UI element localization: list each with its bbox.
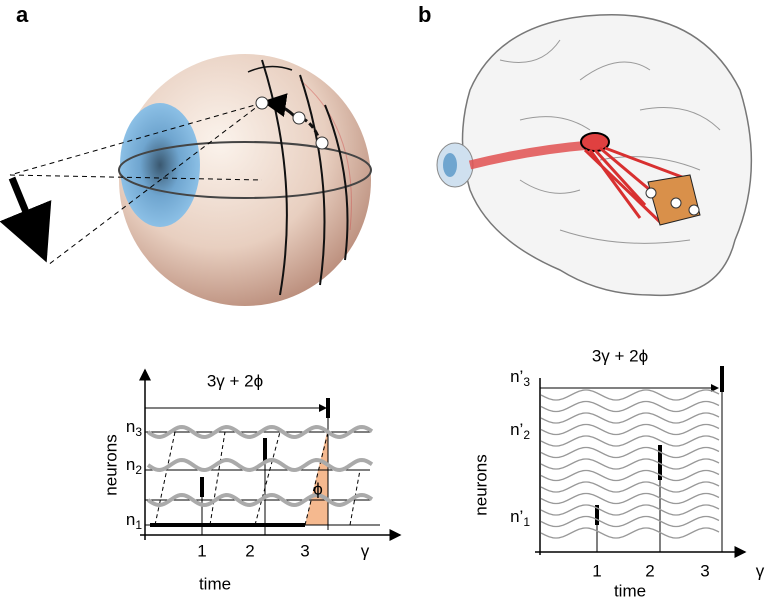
wave xyxy=(541,494,719,504)
neuron-label: n2 xyxy=(126,455,142,477)
panel-label: b xyxy=(418,2,431,27)
neuron-label: n’1 xyxy=(510,507,530,529)
x-tick-label: 1 xyxy=(197,541,206,560)
x-tick-label: 2 xyxy=(645,561,654,580)
wave xyxy=(541,436,719,446)
plot-b xyxy=(535,366,745,555)
neuron-subscript: 3 xyxy=(523,375,530,389)
y-axis-label: neurons xyxy=(101,434,120,495)
wave xyxy=(541,402,719,412)
neuron-base: n xyxy=(126,510,135,529)
neuron-label: n’2 xyxy=(510,420,530,442)
wave xyxy=(541,482,719,492)
wave xyxy=(541,425,719,435)
x-axis-label: time xyxy=(614,581,646,600)
x-tick-label: 1 xyxy=(592,561,601,580)
neuron-base: n’ xyxy=(510,507,523,526)
neuron-base: n xyxy=(126,417,135,436)
eye-illustration xyxy=(10,54,371,306)
neuron-subscript: 1 xyxy=(135,518,142,532)
neuron-base: n’ xyxy=(510,420,523,439)
x-tick-label: γ xyxy=(361,541,370,560)
wave xyxy=(541,413,719,423)
wave xyxy=(541,390,719,400)
wave xyxy=(541,517,719,527)
phase-label: ϕ xyxy=(313,479,323,498)
span-label: 3γ + 2ϕ xyxy=(592,346,648,365)
brain-illustration xyxy=(437,15,751,296)
wave xyxy=(541,505,719,515)
figure: a b 3γ + 2ϕ time neurons ϕ 3γ + 2ϕ time xyxy=(0,0,767,603)
neuron-label: n’3 xyxy=(510,367,530,389)
neuron-base: n xyxy=(126,455,135,474)
neuron-base: n’ xyxy=(510,367,523,386)
y-axis-label: neurons xyxy=(471,454,490,515)
neuron-label: n3 xyxy=(126,417,142,439)
neuron-label: n1 xyxy=(126,510,142,532)
wave xyxy=(541,448,719,458)
neuron-subscript: 3 xyxy=(135,425,142,439)
x-tick-label: 2 xyxy=(245,541,254,560)
plot-a xyxy=(140,370,400,540)
neuron-subscript: 2 xyxy=(135,463,142,477)
wave xyxy=(541,459,719,469)
wave xyxy=(148,460,372,470)
x-axis-label: time xyxy=(199,574,231,593)
wave xyxy=(541,528,719,538)
x-tick-label: γ xyxy=(756,561,765,580)
x-tick-label: 3 xyxy=(300,541,309,560)
panel-label: a xyxy=(16,2,29,27)
neuron-subscript: 1 xyxy=(523,515,530,529)
span-label: 3γ + 2ϕ xyxy=(207,371,263,390)
neuron-subscript: 2 xyxy=(523,428,530,442)
x-tick-label: 3 xyxy=(700,561,709,580)
wave xyxy=(541,471,719,481)
